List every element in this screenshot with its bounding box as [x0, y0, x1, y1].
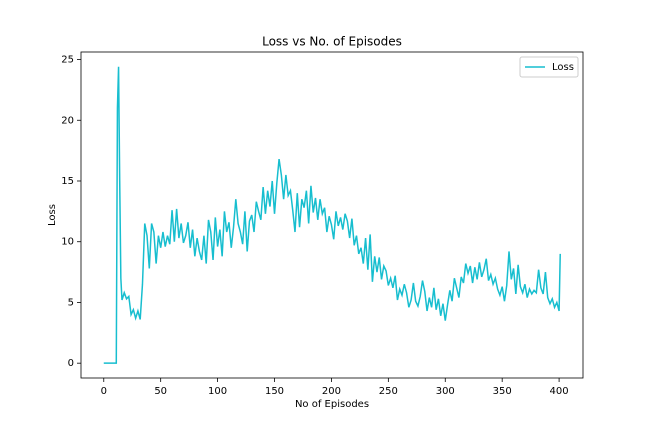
- legend-box: [519, 56, 579, 78]
- y-tick-label: 15: [61, 176, 74, 187]
- x-tick-label: 350: [493, 386, 512, 397]
- x-axis-label: No of Episodes: [295, 399, 369, 410]
- y-tick-label: 0: [68, 358, 74, 369]
- chart-title: Loss vs No. of Episodes: [262, 35, 402, 49]
- x-tick-label: 150: [265, 386, 284, 397]
- axes-frame: [80, 51, 584, 379]
- x-tick-label: 200: [322, 386, 341, 397]
- y-axis-label: Loss: [47, 204, 58, 226]
- y-tick-label: 20: [61, 115, 74, 126]
- y-tick-label: 25: [61, 55, 74, 66]
- loss-line: [103, 66, 561, 364]
- legend-label: Loss: [552, 62, 574, 73]
- y-tick-label: 10: [61, 237, 74, 248]
- y-tick-label: 5: [68, 297, 74, 308]
- x-tick-label: 100: [208, 386, 227, 397]
- x-tick-label: 400: [550, 386, 569, 397]
- x-tick-label: 50: [154, 386, 167, 397]
- x-tick-label: 300: [436, 386, 455, 397]
- x-tick-label: 0: [101, 386, 107, 397]
- x-tick-label: 250: [379, 386, 398, 397]
